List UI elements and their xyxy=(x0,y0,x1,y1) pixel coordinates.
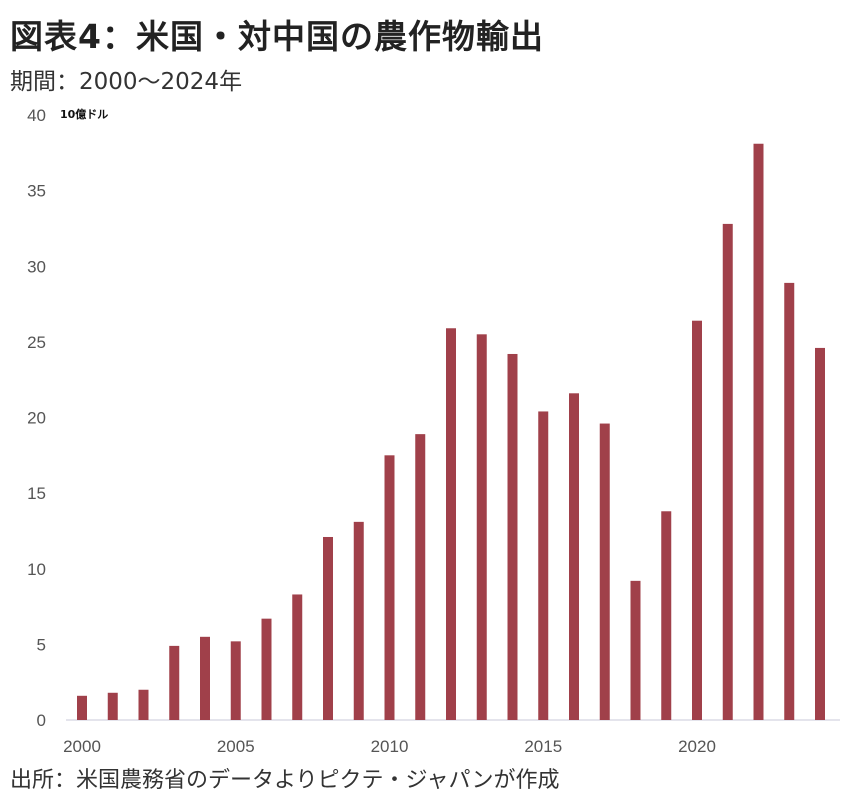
y-tick-label: 30 xyxy=(27,257,46,276)
x-tick-label: 2010 xyxy=(371,737,409,756)
chart-subtitle: 期間：2000～2024年 xyxy=(10,69,243,95)
bar-2007 xyxy=(292,594,303,720)
bar-2017 xyxy=(599,423,610,720)
bar-2010 xyxy=(384,455,395,720)
y-tick-label: 20 xyxy=(27,409,46,428)
bar-2016 xyxy=(569,393,579,720)
source-note: 出所：米国農務省のデータよりピクテ・ジャパンが作成 xyxy=(10,768,560,793)
y-tick-label: 35 xyxy=(27,182,46,201)
y-tick-label: 15 xyxy=(27,484,46,503)
bar-2011 xyxy=(415,434,426,720)
bar-2002 xyxy=(138,689,149,720)
x-tick-label: 2015 xyxy=(524,737,562,756)
x-tick-label: 2005 xyxy=(217,737,255,756)
bar-2001 xyxy=(107,692,118,720)
bar-2003 xyxy=(169,645,180,720)
bar-2015 xyxy=(538,411,549,720)
bar-2014 xyxy=(507,353,518,720)
bar-2022 xyxy=(753,143,764,721)
y-axis-unit-label: 10億ドル xyxy=(60,107,108,121)
bar-2024 xyxy=(815,347,825,720)
bar-2021 xyxy=(722,223,733,720)
y-tick-label: 5 xyxy=(37,635,46,654)
y-tick-label: 25 xyxy=(27,333,46,352)
bar-2000 xyxy=(77,695,87,720)
bar-2008 xyxy=(323,536,333,720)
bar-2018 xyxy=(630,580,641,720)
bar-2019 xyxy=(661,511,672,720)
bar-2004 xyxy=(200,636,210,720)
y-tick-label: 0 xyxy=(37,711,46,730)
y-tick-label: 40 xyxy=(27,106,46,125)
x-tick-label: 2020 xyxy=(678,737,716,756)
bar-2023 xyxy=(784,282,795,720)
bar-2006 xyxy=(261,618,272,720)
x-tick-label: 2000 xyxy=(63,737,101,756)
bar-2009 xyxy=(353,521,364,720)
bar-2012 xyxy=(446,328,456,720)
bar-2020 xyxy=(692,320,702,720)
y-tick-label: 10 xyxy=(27,560,46,579)
bar-2005 xyxy=(230,641,241,720)
bar-2013 xyxy=(476,334,487,720)
chart-title: 図表4：米国・対中国の農作物輸出 xyxy=(10,17,544,56)
